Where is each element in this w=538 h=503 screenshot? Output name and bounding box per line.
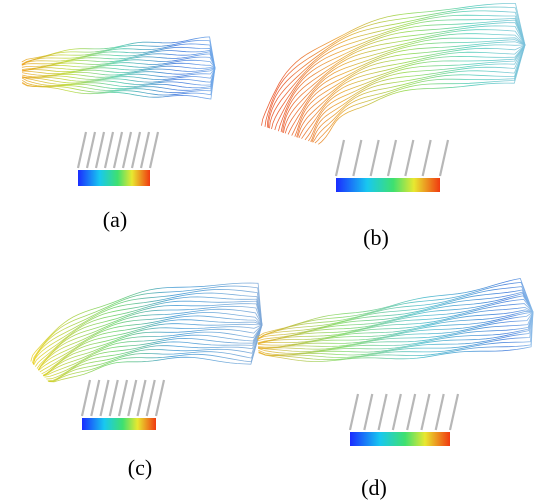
tick-label-smudge [353,140,361,176]
tick-label-smudge [440,140,448,176]
streamline [302,45,526,139]
tick-label-smudge [101,380,109,416]
tick-label-smudge [147,380,155,416]
tick-label-smudge [393,394,401,430]
tick-label-smudge [141,132,149,168]
streamline [318,45,525,144]
tick-label-smudge [364,394,372,430]
tick-label-smudge [407,394,415,430]
streamline [305,45,525,140]
tick-label-smudge [350,394,358,430]
streamline [48,325,262,382]
tick-label-smudge [423,140,431,176]
page: {"panels": [{"label": "(a)"}, {"label": … [0,0,538,503]
streamline [272,20,526,129]
colorbar [82,418,156,430]
tick-label-smudge [78,132,86,168]
tick-label-smudge [450,394,458,430]
tick-label-smudge [436,394,444,430]
tick-label-smudge [96,132,104,168]
tick-label-smudge [388,140,396,176]
streamline [295,45,525,137]
tick-label-smudge [421,394,429,430]
tick-label-smudge [379,394,387,430]
tick-label-smudge [132,132,140,168]
figure: (a) (b) (c) (d) [0,0,538,503]
tick-label-smudge [119,380,127,416]
tick-label-smudge [91,380,99,416]
panel-label: (d) [361,475,387,500]
tick-label-smudge [138,380,146,416]
tick-label-smudge [105,132,113,168]
panel-label: (a) [103,207,127,232]
streamline [297,45,525,137]
panel-label: (b) [363,225,389,250]
tick-label-smudge [156,380,164,416]
tick-label-smudge [336,140,344,176]
tick-label-smudge [128,380,136,416]
tick-label-smudge [110,380,118,416]
colorbar [336,178,440,192]
tick-label-smudge [371,140,379,176]
tick-label-smudge [123,132,131,168]
tick-label-smudge [87,132,95,168]
streamline [48,325,262,382]
panel-label: (c) [128,455,152,480]
tick-label-smudge [405,140,413,176]
streamline [22,68,215,95]
tick-label-smudge [82,380,90,416]
colorbar [78,170,150,186]
tick-label-smudge [114,132,122,168]
tick-label-smudge [150,132,158,168]
streamline [258,294,534,340]
streamline [37,306,262,368]
colorbar [350,432,450,446]
streamlines [22,4,533,382]
